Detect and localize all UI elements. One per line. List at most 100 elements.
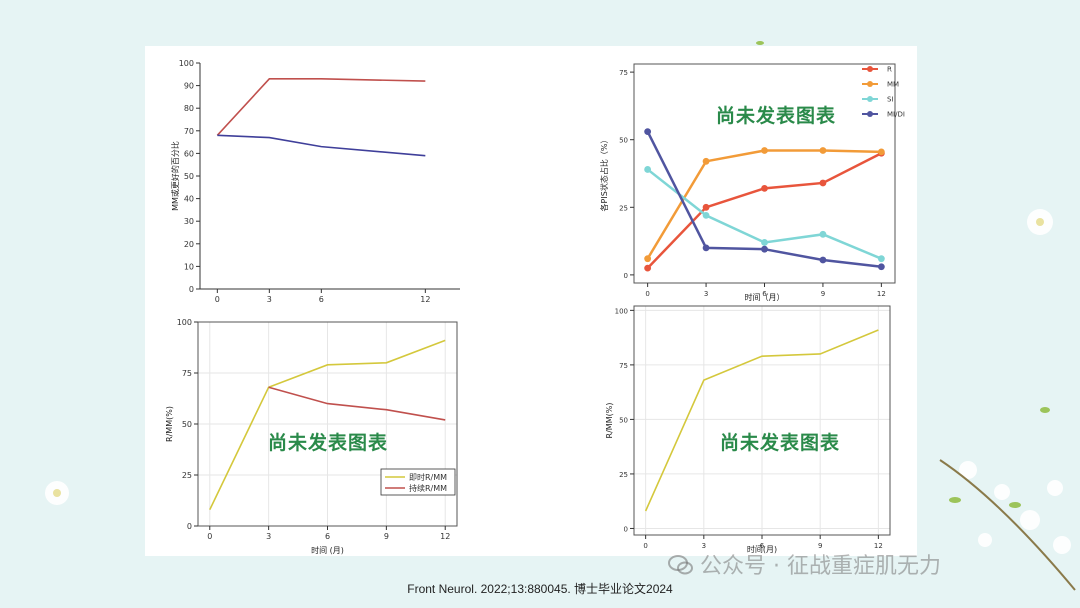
y-tick-label: 25	[619, 204, 628, 212]
data-point	[644, 166, 652, 173]
x-tick-label: 12	[420, 295, 430, 304]
y-tick-label: 10	[184, 262, 194, 271]
series-line-0	[644, 329, 879, 512]
y-tick-label: 80	[184, 104, 194, 113]
chart-mm-or-better: 0 10 20 30 40 50 60 70 80 90 100 0 3 6 12 MM或更好的百分比	[170, 59, 460, 304]
y-tick-label: 0	[189, 285, 194, 294]
overlay-label-top-right: 尚未发表图表	[716, 105, 837, 127]
x-tick-label: 12	[877, 290, 886, 298]
legend-marker	[867, 81, 873, 87]
data-point	[877, 263, 885, 271]
data-point	[702, 203, 710, 211]
data-point	[702, 244, 710, 252]
y-tick-label: 0	[187, 522, 192, 531]
data-point	[702, 157, 710, 165]
legend-marker	[867, 96, 873, 102]
x-tick-label: 6	[760, 542, 765, 550]
overlay-label-bottom-left: 尚未发表图表	[268, 432, 389, 454]
legend-label: MM	[887, 81, 899, 89]
data-point	[761, 245, 768, 253]
x-tick-label: 9	[384, 532, 389, 541]
legend-label: 即时R/MM	[409, 472, 447, 482]
x-tick-label: 0	[645, 290, 649, 298]
series-line-0	[209, 339, 446, 511]
x-tick-label: 3	[702, 542, 706, 550]
data-point	[702, 212, 710, 219]
y-tick-label: 50	[619, 416, 628, 424]
y-tick-label: 0	[624, 272, 628, 280]
y-tick-label: 30	[184, 217, 194, 226]
chart-rmm: 0 25 50 75 100 0 3 6 9 12 R/MM(%) 时间(月)	[605, 305, 891, 554]
chart-pis-status: 0 25 50 75 0 3 6 9 12 各PIS状态占比（%） 时间（月） R MM SI MI/DI	[599, 63, 905, 302]
overlay-label-bottom-right: 尚未发表图表	[720, 432, 841, 454]
y-tick-label: 100	[615, 307, 628, 315]
x-axis-title: 时间（月）	[745, 292, 785, 302]
y-tick-label: 100	[177, 318, 192, 327]
legend-marker	[867, 66, 873, 72]
y-axis-title: R/MM(%)	[165, 406, 174, 442]
y-tick-label: 25	[182, 471, 192, 480]
legend-box	[380, 468, 456, 496]
x-tick-label: 12	[440, 532, 450, 541]
series-line-1	[217, 134, 426, 157]
x-tick-label: 0	[215, 295, 220, 304]
y-tick-label: 100	[179, 59, 194, 68]
y-tick-label: 70	[184, 127, 194, 136]
data-point	[877, 148, 885, 156]
data-point	[877, 255, 885, 263]
y-tick-label: 40	[184, 195, 194, 204]
y-tick-label: 50	[182, 420, 192, 429]
y-axis-title: R/MM(%)	[605, 403, 614, 439]
data-point	[761, 184, 768, 192]
y-tick-label: 20	[184, 240, 194, 249]
y-tick-label: 90	[184, 82, 194, 91]
y-tick-label: 75	[619, 362, 628, 370]
y-tick-label: 75	[619, 69, 628, 77]
legend-label: SI	[887, 96, 894, 104]
y-tick-label: 0	[624, 525, 628, 533]
citation: Front Neurol. 2022;13:880045. 博士毕业论文2024	[407, 582, 673, 596]
legend-marker	[867, 111, 873, 117]
x-tick-label: 9	[818, 542, 822, 550]
y-tick-label: 50	[619, 137, 628, 145]
x-tick-label: 6	[325, 532, 330, 541]
x-tick-label: 0	[207, 532, 212, 541]
data-point	[644, 264, 652, 272]
watermark: 公众号 · 征战重症肌无力	[668, 548, 941, 580]
legend-label: R	[887, 66, 892, 74]
flower-decoration-right	[756, 41, 1076, 591]
x-axis-title: 时间(月)	[747, 544, 777, 554]
data-point	[819, 256, 827, 264]
x-tick-label: 6	[319, 295, 324, 304]
wechat-icon	[668, 555, 693, 575]
watermark-text: 公众号 · 征战重症肌无力	[700, 554, 941, 579]
data-point	[644, 255, 652, 263]
legend-label: MI/DI	[887, 111, 905, 119]
x-tick-label: 9	[821, 290, 825, 298]
chart-immediate-sustained-rmm: 0 25 50 75 100 0 3 6 9 12 R/MM(%) 时间 (月) 即时R/MM持续R/M…	[165, 318, 458, 555]
y-tick-label: 75	[182, 369, 192, 378]
x-tick-label: 6	[762, 290, 767, 298]
x-tick-label: 3	[704, 290, 708, 298]
legend-label: 持续R/MM	[409, 483, 447, 493]
x-tick-label: 3	[266, 532, 271, 541]
flower-decoration-left	[45, 481, 69, 505]
y-axis-title: 各PIS状态占比（%）	[599, 136, 609, 212]
x-tick-label: 3	[267, 295, 272, 304]
x-tick-label: 12	[874, 542, 883, 550]
data-point	[644, 128, 652, 135]
y-tick-label: 25	[619, 471, 628, 479]
series-line-1	[268, 386, 446, 421]
data-point	[761, 239, 768, 246]
data-point	[819, 179, 827, 187]
data-point	[761, 147, 768, 154]
data-point	[819, 147, 827, 154]
x-axis-title: 时间 (月)	[311, 545, 344, 555]
x-tick-label: 0	[643, 542, 647, 550]
data-point	[819, 230, 827, 238]
series-line-0	[216, 78, 426, 136]
y-tick-label: 60	[184, 149, 194, 158]
chart-panel	[145, 46, 917, 556]
y-axis-title: MM或更好的百分比	[170, 141, 180, 211]
